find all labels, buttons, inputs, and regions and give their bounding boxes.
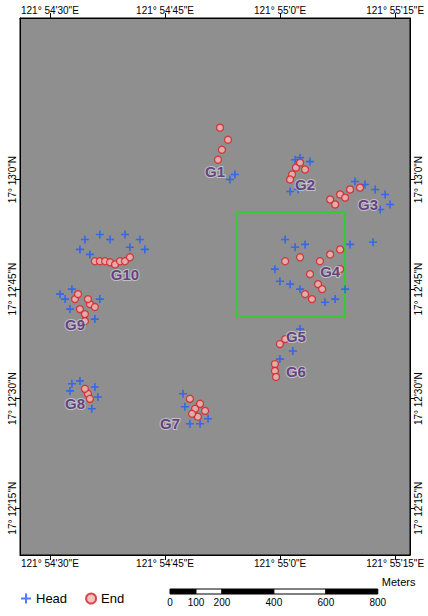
svg-text:G8: G8: [65, 395, 85, 412]
svg-text:17° 12'45"N: 17° 12'45"N: [413, 263, 424, 316]
svg-text:200: 200: [214, 597, 231, 608]
svg-text:121° 54'45"E: 121° 54'45"E: [136, 558, 194, 569]
svg-text:17° 12'15"N: 17° 12'15"N: [7, 482, 18, 535]
svg-text:G5: G5: [286, 328, 306, 345]
svg-text:17° 12'30"N: 17° 12'30"N: [7, 372, 18, 425]
svg-text:600: 600: [318, 597, 335, 608]
svg-text:G4: G4: [320, 263, 341, 280]
svg-text:17° 12'15"N: 17° 12'15"N: [413, 482, 424, 535]
svg-text:End: End: [101, 591, 124, 606]
svg-text:G6: G6: [286, 363, 306, 380]
svg-text:G7: G7: [160, 415, 180, 432]
svg-text:121° 54'30"E: 121° 54'30"E: [21, 5, 79, 16]
svg-text:17° 13'0"N: 17° 13'0"N: [7, 156, 18, 203]
svg-text:121° 55'15"E: 121° 55'15"E: [366, 558, 424, 569]
svg-text:G9: G9: [65, 316, 85, 333]
svg-text:800: 800: [369, 597, 386, 608]
svg-text:121° 54'45"E: 121° 54'45"E: [136, 5, 194, 16]
svg-text:17° 13'0"N: 17° 13'0"N: [413, 156, 424, 203]
svg-text:121° 55'0"E: 121° 55'0"E: [254, 5, 307, 16]
svg-text:Head: Head: [36, 591, 67, 606]
svg-text:121° 54'30"E: 121° 54'30"E: [21, 558, 79, 569]
svg-text:Meters: Meters: [382, 576, 416, 588]
svg-text:0: 0: [167, 597, 173, 608]
svg-text:G2: G2: [295, 176, 315, 193]
svg-text:121° 55'0"E: 121° 55'0"E: [254, 558, 307, 569]
svg-text:100: 100: [188, 597, 205, 608]
svg-text:G1: G1: [205, 163, 225, 180]
svg-text:17° 12'30"N: 17° 12'30"N: [413, 372, 424, 425]
svg-text:17° 12'45"N: 17° 12'45"N: [7, 263, 18, 316]
svg-text:121° 55'15"E: 121° 55'15"E: [366, 5, 424, 16]
svg-text:G3: G3: [358, 196, 378, 213]
svg-text:G10: G10: [111, 266, 139, 283]
svg-text:400: 400: [266, 597, 283, 608]
